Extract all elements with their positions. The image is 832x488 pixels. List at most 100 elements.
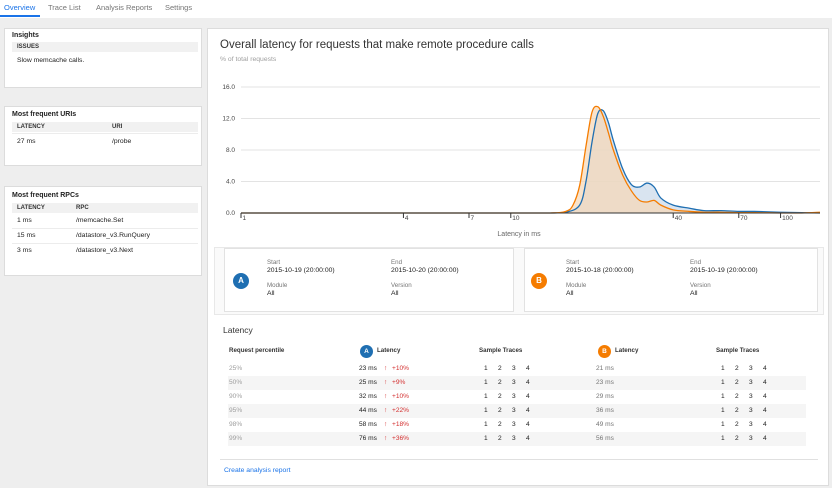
create-analysis-report-link[interactable]: Create analysis report	[224, 467, 291, 474]
sample-trace-b-link[interactable]: 1	[721, 393, 725, 400]
sample-trace-a-link[interactable]: 3	[512, 393, 516, 400]
sample-trace-b-link[interactable]: 2	[735, 435, 739, 442]
badge-a-small: A	[360, 345, 373, 358]
sample-trace-a-link[interactable]: 3	[512, 421, 516, 428]
chart-axes: 0.0 4.0 8.0 12.0 16.0 1 4 7 10 40 70 100	[222, 84, 820, 222]
sample-trace-b-link[interactable]: 4	[763, 407, 767, 414]
sample-trace-b-link[interactable]: 3	[749, 379, 753, 386]
delta-arrow: ↑	[384, 393, 388, 400]
tab-trace-list[interactable]: Trace List	[48, 3, 81, 12]
latency-section-title: Latency	[223, 325, 253, 335]
badge-b-small: B	[598, 345, 611, 358]
sample-trace-b-link[interactable]: 1	[721, 379, 725, 386]
sample-trace-a-link[interactable]: 1	[484, 407, 488, 414]
latency-row: 25% 23 ms ↑ +10% 21 ms 1 2 3 4 1 2 3 4	[228, 362, 806, 376]
delta-value: +22%	[392, 407, 410, 414]
sample-trace-b-link[interactable]: 3	[749, 365, 753, 372]
latency-b-value: 49 ms	[596, 421, 614, 428]
delta-value: +36%	[392, 435, 410, 442]
sample-trace-b-link[interactable]: 2	[735, 365, 739, 372]
sample-trace-b-link[interactable]: 3	[749, 393, 753, 400]
comparison-a[interactable]: A Start 2015-10-19 (20:00:00) Module All…	[224, 248, 514, 312]
sample-trace-a-link[interactable]: 4	[526, 365, 530, 372]
sample-trace-b-link[interactable]: 2	[735, 421, 739, 428]
sample-trace-a-link[interactable]: 1	[484, 393, 488, 400]
sample-trace-a-link[interactable]: 1	[484, 365, 488, 372]
rpc-link[interactable]: /memcache.Set	[76, 217, 124, 224]
latency-a-value: 23 ms	[359, 365, 377, 372]
latency-b-header: Latency	[615, 347, 639, 354]
sample-trace-a-link[interactable]: 2	[498, 421, 502, 428]
percentile-value: 50%	[229, 379, 243, 386]
y-tick-label: 0.0	[226, 210, 235, 217]
latency-a-value: 32 ms	[359, 393, 377, 400]
chart-title: Overall latency for requests that make r…	[220, 39, 534, 51]
sample-trace-b-link[interactable]: 4	[763, 435, 767, 442]
latency-overview-panel: Overall latency for requests that make r…	[207, 28, 829, 486]
sample-trace-b-link[interactable]: 1	[721, 421, 725, 428]
rpc-link[interactable]: /datastore_v3.RunQuery	[76, 232, 151, 239]
sample-trace-b-link[interactable]: 1	[721, 407, 725, 414]
sample-trace-a-link[interactable]: 3	[512, 365, 516, 372]
comparison-b[interactable]: B Start 2015-10-18 (20:00:00) Module All…	[524, 248, 818, 312]
sample-trace-a-link[interactable]: 4	[526, 393, 530, 400]
sample-trace-a-link[interactable]: 4	[526, 421, 530, 428]
delta-value: +9%	[392, 379, 406, 386]
delta-value: +18%	[392, 421, 410, 428]
version-value: All	[391, 290, 399, 297]
y-tick-label: 8.0	[226, 147, 235, 154]
sample-trace-a-link[interactable]: 2	[498, 407, 502, 414]
rpcs-title: Most frequent RPCs	[12, 192, 79, 199]
sample-trace-b-link[interactable]: 4	[763, 379, 767, 386]
sample-trace-b-link[interactable]: 1	[721, 365, 725, 372]
sample-trace-a-link[interactable]: 2	[498, 435, 502, 442]
tab-settings[interactable]: Settings	[165, 3, 193, 12]
sample-trace-a-link[interactable]: 1	[484, 421, 488, 428]
sample-trace-a-link[interactable]: 3	[512, 435, 516, 442]
sample-trace-b-link[interactable]: 1	[721, 435, 725, 442]
sample-trace-a-link[interactable]: 4	[526, 407, 530, 414]
sample-trace-a-link[interactable]: 1	[484, 379, 488, 386]
sample-trace-b-link[interactable]: 3	[749, 435, 753, 442]
series-b-line	[241, 105, 821, 214]
sample-trace-b-link[interactable]: 3	[749, 421, 753, 428]
sample-trace-a-link[interactable]: 3	[512, 407, 516, 414]
latency-b-value: 21 ms	[596, 365, 614, 372]
latency-a-header: Latency	[377, 347, 401, 354]
x-axis-label: Latency in ms	[497, 231, 541, 238]
x-tick-label: 1	[243, 215, 247, 222]
sample-trace-b-link[interactable]: 3	[749, 407, 753, 414]
x-tick-label: 40	[675, 215, 683, 222]
series-a-line	[241, 108, 821, 214]
tab-analysis-reports[interactable]: Analysis Reports	[96, 3, 153, 12]
sample-trace-a-link[interactable]: 4	[526, 435, 530, 442]
rpc-latency: 3 ms	[17, 247, 32, 254]
divider	[12, 133, 198, 134]
sample-trace-b-link[interactable]: 4	[763, 365, 767, 372]
sample-trace-a-link[interactable]: 2	[498, 393, 502, 400]
sample-trace-a-link[interactable]: 3	[512, 379, 516, 386]
uri-link[interactable]: /probe	[112, 138, 132, 145]
sample-trace-b-link[interactable]: 2	[735, 393, 739, 400]
rpc-link[interactable]: /datastore_v3.Next	[76, 247, 134, 254]
rpcs-header-row: LATENCY RPC	[12, 203, 198, 213]
sample-trace-b-link[interactable]: 4	[763, 393, 767, 400]
sample-trace-a-link[interactable]: 2	[498, 365, 502, 372]
series-b-area	[241, 106, 820, 213]
end-value: 2015-10-20 (20:00:00)	[391, 267, 459, 274]
insight-item[interactable]: Slow memcache calls.	[17, 57, 85, 64]
latency-row: 95% 44 ms ↑ +22% 36 ms 1 2 3 4 1 2 3 4	[228, 404, 806, 418]
delta-value: +10%	[392, 365, 410, 372]
y-tick-label: 4.0	[226, 179, 235, 186]
insights-card: Insights ISSUES Slow memcache calls.	[4, 28, 202, 88]
sample-trace-b-link[interactable]: 2	[735, 407, 739, 414]
start-label: Start	[267, 259, 281, 266]
sample-trace-a-link[interactable]: 1	[484, 435, 488, 442]
sample-trace-b-link[interactable]: 4	[763, 421, 767, 428]
sample-trace-b-link[interactable]: 2	[735, 379, 739, 386]
insights-title: Insights	[12, 32, 39, 39]
sample-trace-a-link[interactable]: 2	[498, 379, 502, 386]
y-tick-label: 12.0	[222, 116, 235, 123]
sample-trace-a-link[interactable]: 4	[526, 379, 530, 386]
tab-overview[interactable]: Overview	[4, 3, 36, 12]
